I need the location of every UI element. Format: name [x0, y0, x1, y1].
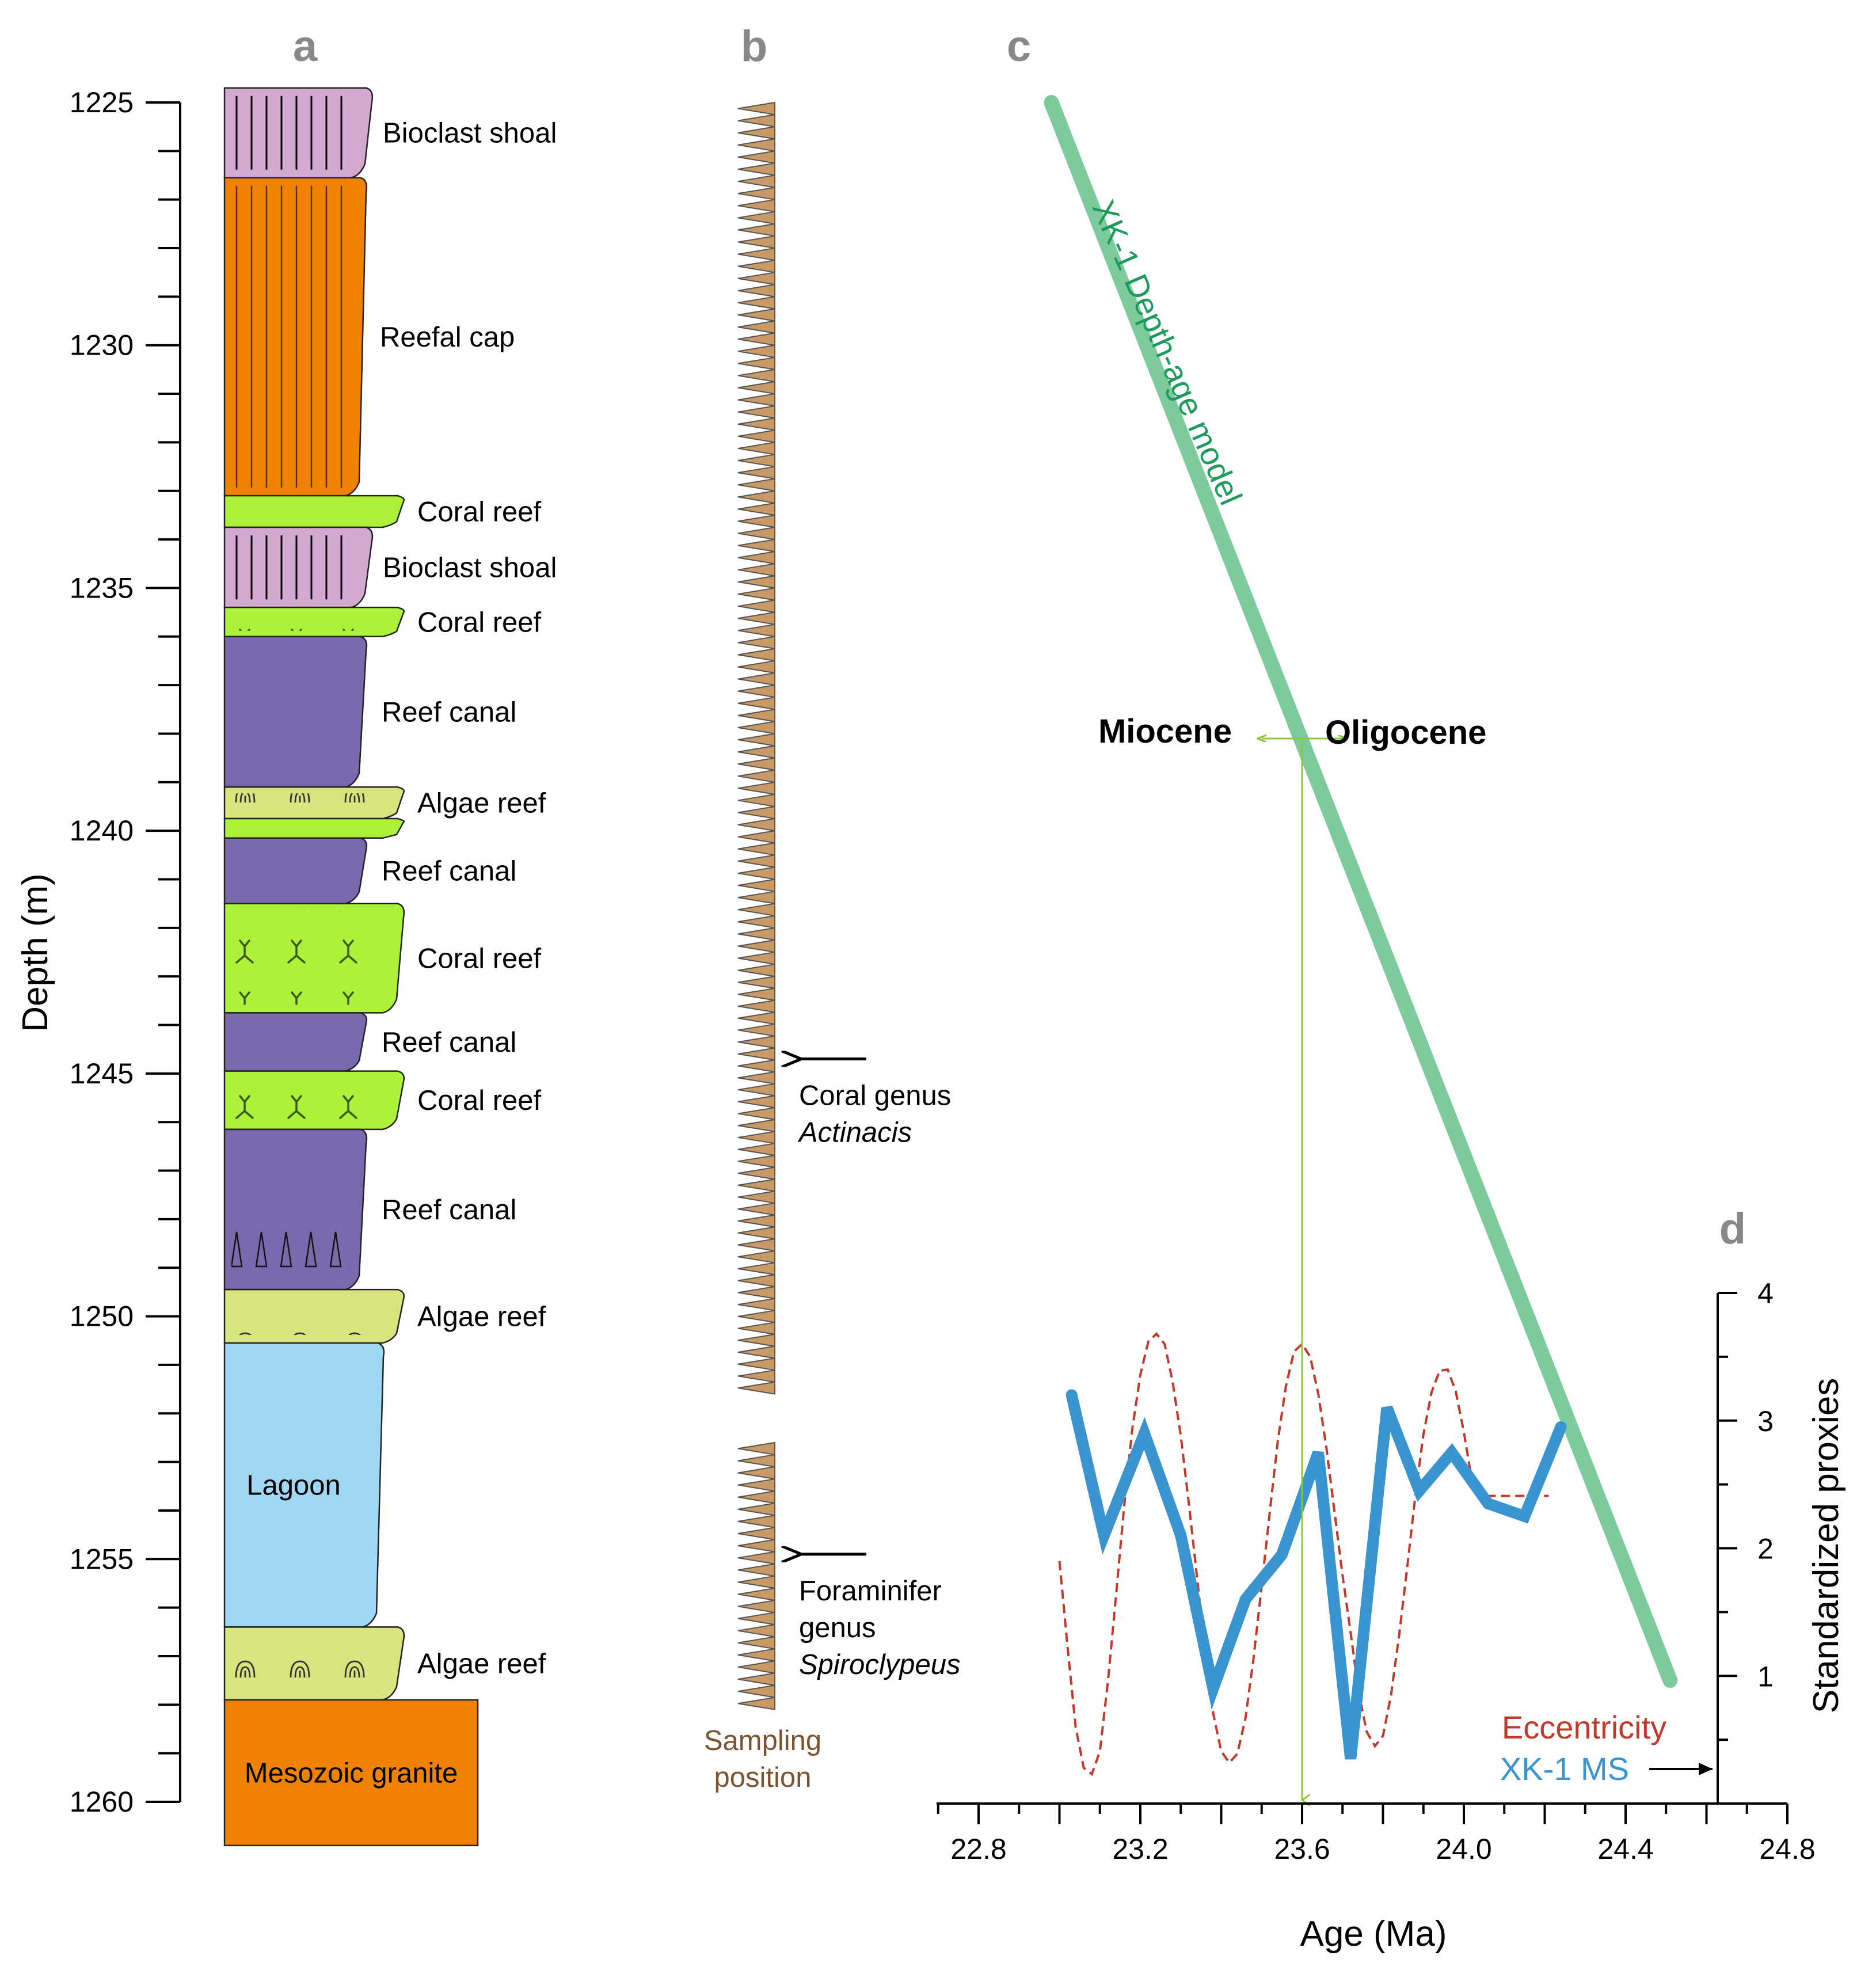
unit-bioclast-shoal-pattern [231, 96, 350, 170]
sampled-interval [737, 975, 775, 1395]
marker-taxon: Actinacis [797, 1117, 912, 1148]
depth-tick-label: 1240 [70, 815, 134, 847]
depth-tick-label: 1250 [70, 1300, 134, 1333]
unit-coral-reef-pattern [231, 502, 382, 522]
unit-algae-reef-pattern [231, 1298, 382, 1335]
miocene-label: Miocene [1098, 713, 1232, 750]
sample-markers: Coral genus Actinacis Foraminifer genus Spir… [797, 1059, 961, 1680]
proxies-tick-label: 1 [1757, 1660, 1774, 1692]
eccentricity-line [1058, 1332, 1549, 1776]
depth-tick-label: 1245 [70, 1057, 134, 1090]
unit-coral-reef-pattern [231, 822, 382, 835]
unit-coral-reef-pattern [231, 911, 382, 1005]
unit-reef-canal-pattern [231, 1021, 344, 1063]
sampling-label-line1: Sampling [704, 1725, 821, 1756]
age-tick-label: 24.4 [1597, 1833, 1653, 1865]
xk1-ms-line [1066, 1389, 1567, 1760]
unit-bioclast-shoal-pattern [231, 535, 350, 600]
unit-label: Mesozoic granite [245, 1757, 458, 1789]
age-tick-label: 22.8 [950, 1833, 1006, 1865]
panel-letter-a: a [293, 22, 318, 71]
sampled-interval [737, 101, 775, 589]
unit-coral-reef-pattern [231, 613, 382, 631]
unit-label: Bioclast shoal [383, 118, 557, 149]
unit-reef-canal-pattern [231, 1137, 344, 1282]
unit-label: Reef canal [382, 856, 516, 887]
unit-label: Reef canal [382, 1027, 516, 1058]
depth-tick-label: 1235 [70, 572, 134, 604]
age-chart: 22.8 23.2 23.6 24.0 24.4 24.8 1 2 3 4 [937, 95, 1816, 1865]
proxies-tick-label: 4 [1757, 1277, 1774, 1310]
unit-label: Lagoon [246, 1470, 341, 1501]
unit-label: Reefal cap [380, 322, 515, 353]
unit-reef-canal-pattern [231, 644, 344, 779]
depth-tick-label: 1225 [70, 86, 134, 119]
depth-axis: 1225 1230 1235 1240 1245 1250 1255 1260 [70, 86, 181, 1818]
depth-axis-title: Depth (m) [16, 873, 55, 1032]
sampling-label-line2: position [714, 1762, 812, 1793]
age-axis-title: Age (Ma) [1300, 1914, 1447, 1954]
unit-reef-canal-pattern [231, 846, 344, 896]
sampled-interval [737, 733, 775, 929]
sampled-interval [737, 927, 775, 977]
depth-tick-label: 1255 [70, 1543, 134, 1575]
age-tick-label: 24.8 [1759, 1833, 1815, 1865]
unit-label: Algae reef [417, 1649, 546, 1680]
panel-letter-b: b [741, 22, 767, 71]
marker-label: Coral genus [799, 1081, 951, 1112]
age-tick-label: 23.6 [1274, 1833, 1330, 1865]
marker-label: genus [799, 1612, 876, 1644]
depth-age-model-label: XK-1 Depth-age model [1085, 195, 1249, 510]
stratigraphic-column: Bioclast shoal Reefal cap Coral reef Biocla… [223, 87, 557, 1847]
unit-reefal-cap-pattern [231, 185, 344, 488]
sampling-column [737, 101, 775, 1710]
sampled-interval [737, 587, 775, 637]
unit-label: Coral reef [417, 1085, 542, 1116]
unit-coral-reef-pattern [231, 1079, 382, 1121]
legend-xk1-ms: XK-1 MS [1500, 1751, 1629, 1787]
unit-label: Coral reef [417, 944, 542, 975]
unit-algae-reef-pattern [231, 793, 382, 813]
unit-algae-reef-pattern [231, 1635, 382, 1692]
sampled-interval [737, 684, 775, 735]
legend-eccentricity: Eccentricity [1502, 1709, 1666, 1745]
unit-label: Algae reef [417, 1302, 546, 1333]
unit-label: Coral reef [417, 497, 542, 528]
marker-label: Foraminifer [799, 1576, 942, 1607]
age-tick-label: 24.0 [1436, 1833, 1491, 1865]
unit-label: Reef canal [382, 1194, 516, 1226]
depth-tick-label: 1230 [70, 329, 134, 362]
oligocene-label: Oligocene [1325, 714, 1486, 751]
panel-letter-d: d [1719, 1204, 1746, 1253]
proxies-tick-label: 3 [1757, 1405, 1774, 1437]
marker-taxon: Spiroclypeus [799, 1649, 961, 1680]
unit-label: Algae reef [417, 788, 546, 819]
unit-label: Reef canal [382, 697, 516, 728]
unit-label: Coral reef [417, 607, 542, 638]
panel-letter-c: c [1007, 22, 1031, 71]
sampled-interval [737, 636, 775, 686]
age-tick-label: 23.2 [1112, 1833, 1168, 1865]
unit-granite-body [223, 1699, 479, 1847]
proxies-tick-label: 2 [1757, 1533, 1774, 1565]
proxies-axis-title: Standardized proxies [1806, 1378, 1846, 1713]
unit-label: Bioclast shoal [383, 553, 557, 584]
sampled-interval [737, 1441, 775, 1710]
depth-tick-label: 1260 [70, 1786, 134, 1818]
depth-age-model-line [1044, 95, 1678, 1688]
